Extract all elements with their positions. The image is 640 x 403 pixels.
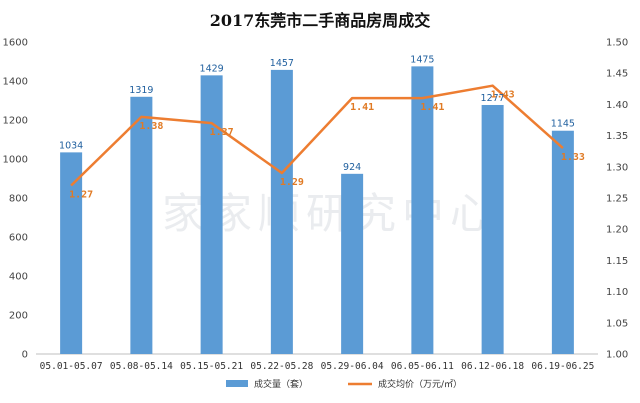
line-value-label: 1.41 [350,102,374,113]
line-value-label: 1.37 [210,127,234,138]
y-right-tick-label: 1.50 [606,38,628,49]
y-right-tick-label: 1.20 [606,225,628,236]
y-left-tick-label: 600 [9,233,28,244]
y-right-tick-label: 1.15 [606,256,628,267]
bar-value-label: 924 [343,162,361,173]
legend-label-price: 成交均价（万元/㎡） [378,378,462,390]
bar-value-label: 1429 [200,63,224,74]
y-right-tick-label: 1.30 [606,162,628,173]
y-right-tick-label: 1.25 [606,194,628,205]
y-right-tick-label: 1.40 [606,100,628,111]
y-right-tick-label: 1.45 [606,69,628,80]
x-tick-label: 05.08-05.14 [110,361,173,372]
bar [411,66,434,354]
x-tick-label: 05.29-06.04 [321,361,384,372]
bar [341,173,364,354]
x-tick-label: 05.22-05.28 [250,361,313,372]
bar-value-label: 1319 [129,85,153,96]
bar [551,130,574,354]
y-left-tick-label: 0 [22,350,28,361]
y-left-tick-label: 1400 [3,77,28,88]
y-left-tick-label: 1200 [3,116,28,127]
bar-series [60,66,574,355]
chart-title: 2017东莞市二手商品房周成交 [210,11,431,30]
y-right-tick-label: 1.10 [606,287,628,298]
bar-value-label: 1457 [270,58,294,69]
y-right-tick-label: 1.35 [606,131,628,142]
y-left-tick-label: 400 [9,272,28,283]
bar [200,75,223,354]
x-tick-label: 06.19-06.25 [531,361,594,372]
axes: 0 200 400 600 800 1000 1200 1400 1600 1.00 1.05 1.1… [3,38,629,373]
y-right-tick-label: 1.05 [606,318,628,329]
data-labels: 1034 1319 1429 1457 924 1475 1277 1145 1.27 1.38 1… [59,54,585,200]
bar-value-label: 1034 [59,140,83,151]
y-left-tick-label: 1600 [3,38,28,49]
x-tick-label: 05.15-05.21 [180,361,243,372]
bar [481,104,504,354]
bar [60,152,83,354]
x-tick-label: 05.01-05.07 [40,361,103,372]
line-value-label: 1.43 [491,90,515,101]
line-value-label: 1.27 [69,190,93,201]
legend: 成交量（套） 成交均价（万元/㎡） [226,378,462,390]
y-right-tick-label: 1.00 [606,350,628,361]
x-tick-label: 06.05-06.11 [391,361,454,372]
bar [270,69,293,354]
x-tick-label: 06.12-06.18 [461,361,524,372]
line-value-label: 1.38 [139,121,163,132]
line-value-label: 1.33 [561,152,585,163]
line-value-label: 1.41 [420,102,444,113]
bar-value-label: 1277 [481,93,505,104]
bar-value-label: 1475 [410,54,434,65]
y-left-tick-label: 1000 [3,155,28,166]
y-left-tick-label: 200 [9,311,28,322]
price-line [70,84,564,187]
y-left-tick-label: 800 [9,194,28,205]
line-value-label: 1.29 [280,177,304,188]
legend-swatch-bar [226,380,248,387]
bar [130,96,153,355]
legend-label-volume: 成交量（套） [254,378,308,390]
bar-value-label: 1145 [551,119,575,130]
line-series [70,84,564,187]
